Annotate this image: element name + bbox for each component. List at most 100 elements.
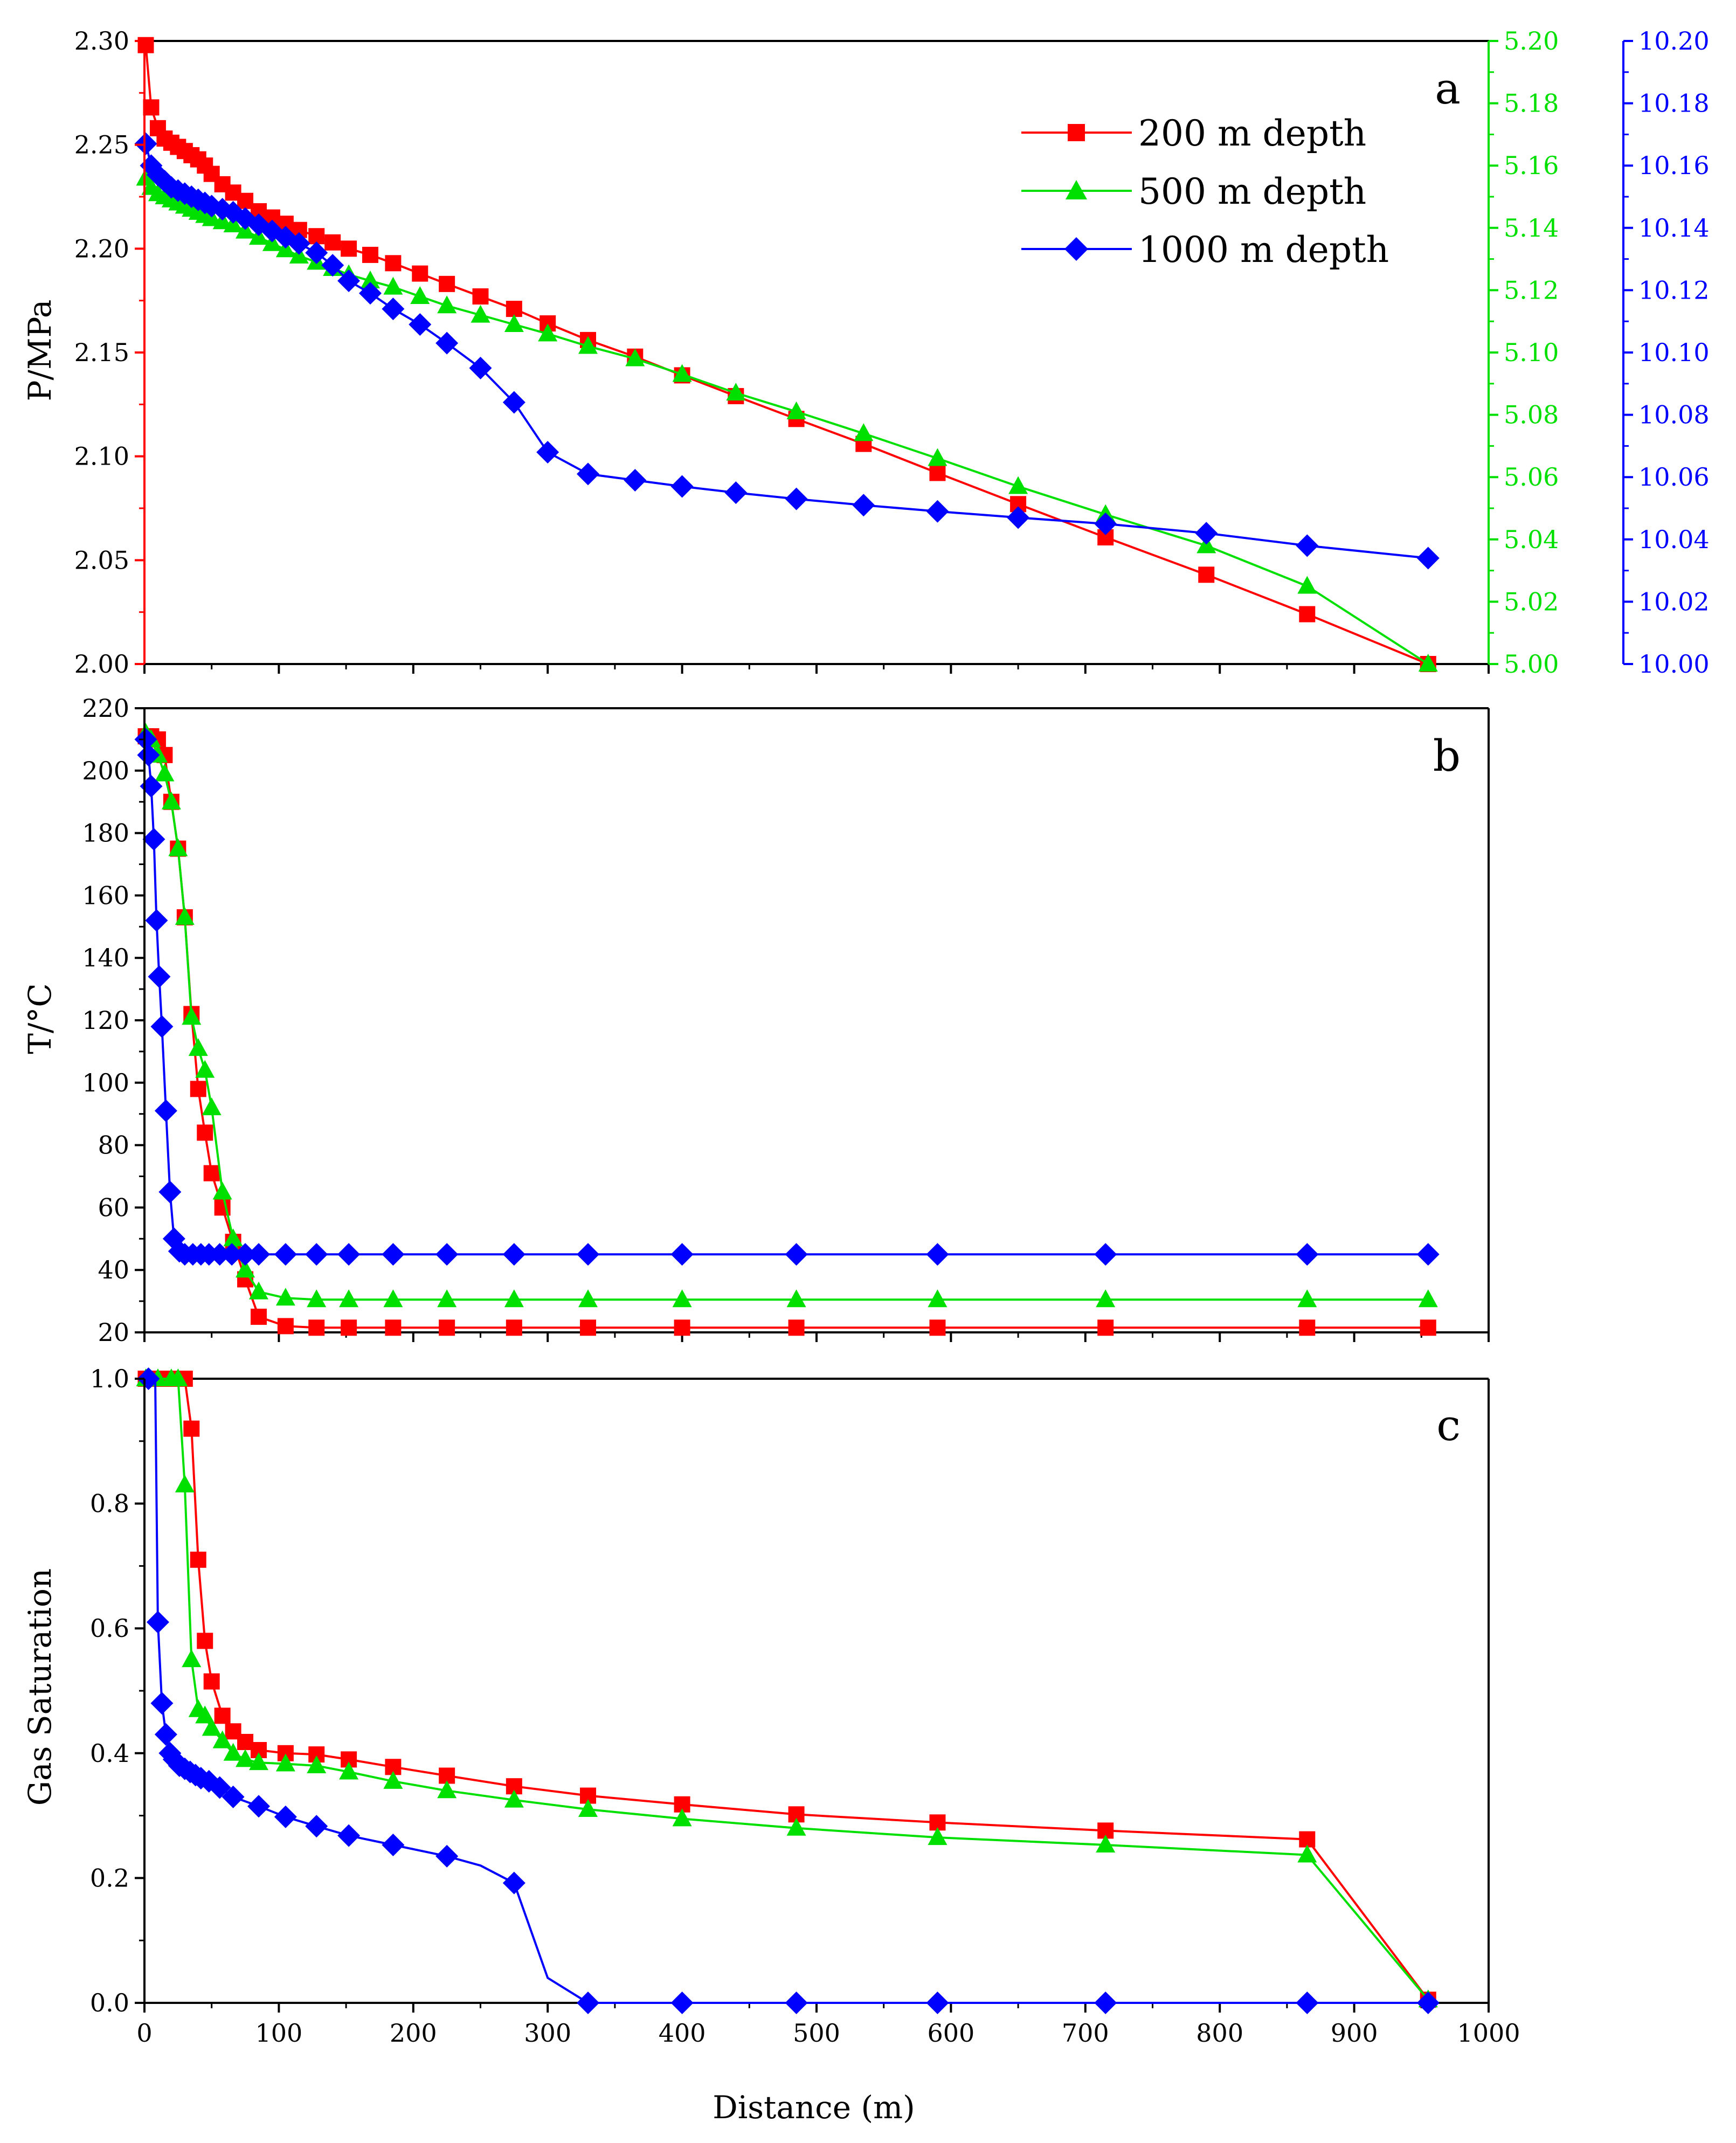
data-point-b-500-m-depth: [202, 1097, 222, 1116]
data-point-a-500-m-depth: [578, 336, 598, 354]
right-axis-green-tick-label: 5.02: [1504, 587, 1559, 616]
right-axis-green-tick-label: 5.16: [1504, 151, 1559, 180]
y-axis-title-panel-c: Gas Saturation: [22, 1568, 58, 1806]
data-point-b-200-m-depth: [1420, 1319, 1436, 1336]
right-axis-green-tick-label: 5.14: [1504, 213, 1559, 243]
data-point-b-1000-m-depth: [247, 1243, 270, 1266]
y-tick-label-b: 80: [98, 1131, 129, 1160]
data-point-b-200-m-depth: [439, 1319, 455, 1336]
right-axis-green-tick-label: 5.06: [1504, 462, 1559, 492]
right-axis-green-tick-label: 5.18: [1504, 89, 1559, 118]
data-point-a-1000-m-depth: [435, 331, 459, 355]
data-point-c-500-m-depth: [307, 1755, 327, 1773]
right-axis-green-tick-label: 5.10: [1504, 338, 1559, 367]
data-point-b-200-m-depth: [308, 1319, 325, 1336]
data-point-b-1000-m-depth: [148, 965, 171, 988]
data-point-b-500-m-depth: [168, 838, 188, 856]
data-point-a-1000-m-depth: [670, 475, 694, 498]
y-tick-label-a: 2.05: [74, 545, 129, 575]
data-point-a-1000-m-depth: [536, 440, 559, 464]
data-point-a-500-m-depth: [854, 423, 874, 441]
data-point-c-1000-m-depth: [502, 1871, 525, 1895]
data-point-a-200-m-depth: [439, 275, 455, 292]
right-axis-blue-tick-label: 10.18: [1638, 89, 1710, 118]
legend-marker-500m: [1066, 180, 1087, 199]
data-point-b-500-m-depth: [175, 907, 195, 925]
legend-label-500m: 500 m depth: [1138, 171, 1366, 212]
data-point-c-1000-m-depth: [926, 1992, 949, 2014]
x-tick-label-c: 0: [136, 2018, 152, 2048]
data-point-a-1000-m-depth: [469, 356, 492, 379]
data-point-b-1000-m-depth: [142, 828, 165, 851]
data-point-a-200-m-depth: [472, 288, 489, 305]
data-point-a-1000-m-depth: [305, 241, 328, 265]
data-point-a-1000-m-depth: [724, 481, 748, 504]
data-point-a-1000-m-depth: [1007, 506, 1030, 529]
data-point-c-1000-m-depth: [1416, 1992, 1440, 2014]
data-point-c-500-m-depth: [202, 1718, 222, 1736]
data-point-b-1000-m-depth: [926, 1243, 949, 1266]
x-tick-label-c: 1000: [1457, 2018, 1520, 2048]
data-point-b-200-m-depth: [250, 1309, 267, 1325]
data-point-b-500-m-depth: [223, 1228, 243, 1247]
data-point-b-1000-m-depth: [134, 728, 157, 751]
data-point-b-1000-m-depth: [150, 1015, 174, 1038]
data-point-c-500-m-depth: [1096, 1835, 1116, 1853]
data-point-a-200-m-depth: [324, 234, 341, 251]
data-point-b-200-m-depth: [203, 1165, 220, 1181]
data-point-b-200-m-depth: [277, 1318, 294, 1335]
right-axis-green-tick-label: 5.20: [1504, 26, 1559, 56]
data-point-a-200-m-depth: [385, 255, 402, 272]
x-tick-label-c: 100: [255, 2018, 302, 2048]
data-point-b-500-m-depth: [786, 1289, 806, 1308]
data-point-b-1000-m-depth: [435, 1243, 459, 1266]
y-tick-label-b: 40: [98, 1255, 129, 1284]
data-point-b-200-m-depth: [190, 1081, 206, 1097]
data-point-c-500-m-depth: [236, 1749, 255, 1767]
y-tick-label-b: 180: [82, 819, 129, 848]
y-tick-label-b: 140: [82, 943, 129, 972]
data-point-a-500-m-depth: [538, 323, 558, 342]
data-point-a-500-m-depth: [504, 314, 524, 332]
x-tick-label-c: 900: [1331, 2018, 1378, 2048]
y-tick-label-a: 2.30: [74, 26, 129, 56]
data-point-b-1000-m-depth: [577, 1243, 600, 1266]
data-point-b-200-m-depth: [197, 1124, 213, 1141]
y-tick-label-c: 0.6: [90, 1614, 129, 1643]
data-point-c-500-m-depth: [182, 1649, 202, 1668]
x-tick-label-c: 300: [524, 2018, 571, 2048]
data-point-b-500-m-depth: [236, 1260, 255, 1278]
right-axis-blue-tick-label: 10.14: [1638, 213, 1710, 243]
data-point-a-1000-m-depth: [1094, 512, 1117, 535]
data-point-c-500-m-depth: [578, 1799, 598, 1817]
data-point-a-200-m-depth: [362, 246, 378, 263]
data-point-a-1000-m-depth: [1195, 522, 1218, 545]
data-point-b-1000-m-depth: [234, 1243, 257, 1266]
data-point-b-500-m-depth: [1297, 1289, 1317, 1308]
data-point-c-200-m-depth: [203, 1673, 220, 1690]
data-point-c-1000-m-depth: [274, 1805, 297, 1828]
data-point-c-1000-m-depth: [1094, 1992, 1117, 2014]
data-point-b-500-m-depth: [212, 1181, 232, 1200]
y-tick-label-a: 2.20: [74, 234, 129, 263]
data-point-a-500-m-depth: [437, 295, 457, 314]
y-tick-label-a: 2.00: [74, 649, 129, 679]
x-tick-label-c: 700: [1062, 2018, 1109, 2048]
data-point-b-200-m-depth: [1097, 1319, 1114, 1336]
data-point-a-1000-m-depth: [134, 132, 157, 155]
right-axis-green-tick-label: 5.08: [1504, 400, 1559, 430]
data-point-a-1000-m-depth: [358, 282, 382, 305]
panel-b: 20 40 60 80 100 120 140 160 180 200 220: [82, 694, 1490, 1347]
data-point-c-1000-m-depth: [247, 1795, 270, 1818]
data-point-c-500-m-depth: [928, 1827, 947, 1845]
data-point-c-500-m-depth: [672, 1808, 692, 1827]
y-axis-title-panel-a: P/MPa: [22, 300, 58, 402]
data-point-a-1000-m-depth: [926, 500, 949, 523]
data-point-a-1000-m-depth: [287, 232, 310, 255]
data-point-a-1000-m-depth: [409, 313, 432, 336]
data-point-b-1000-m-depth: [220, 1243, 244, 1266]
data-point-b-200-m-depth: [788, 1319, 805, 1336]
data-point-c-500-m-depth: [168, 1368, 188, 1386]
right-axis-green-tick-label: 5.12: [1504, 275, 1559, 305]
data-point-a-500-m-depth: [726, 383, 746, 401]
